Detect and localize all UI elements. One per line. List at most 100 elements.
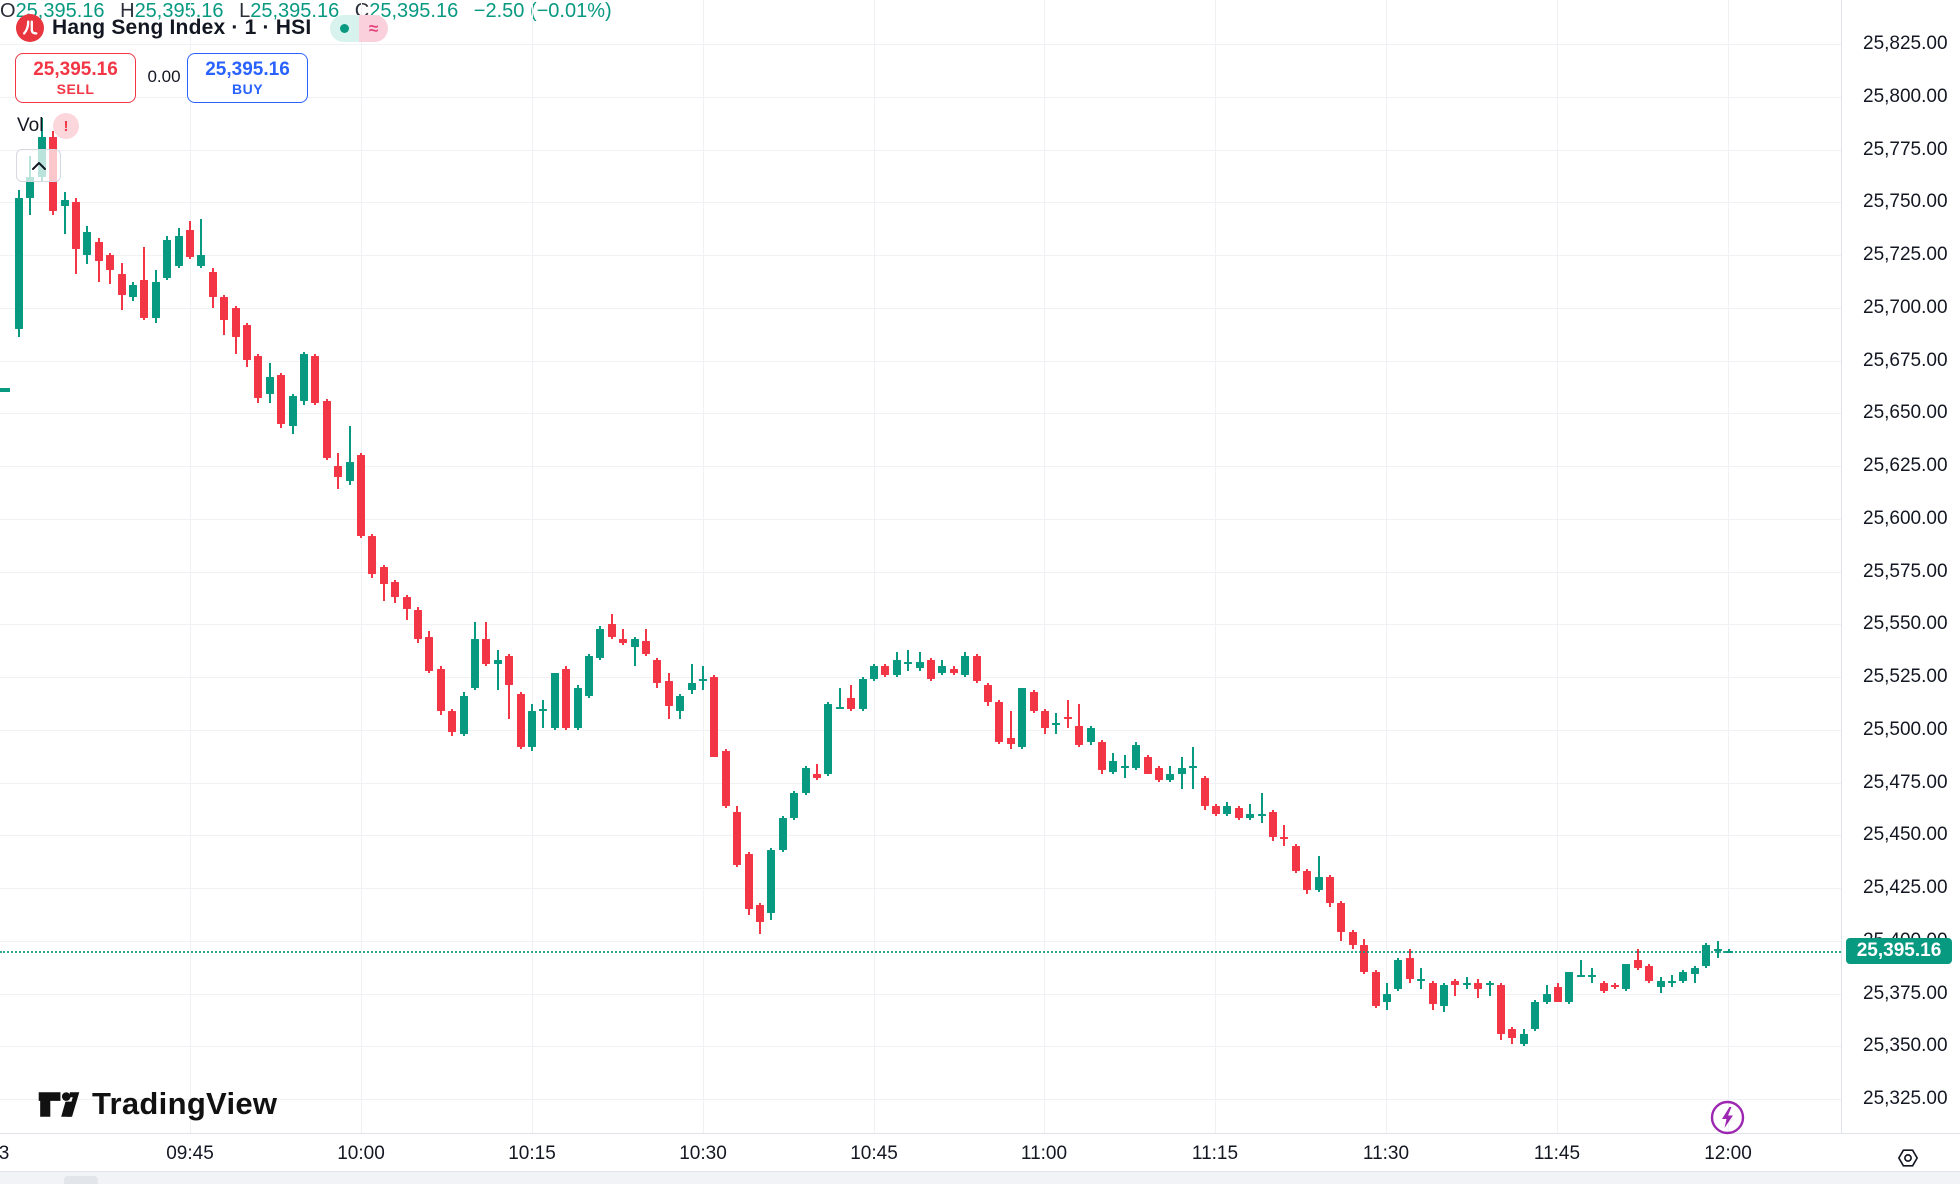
candle bbox=[1006, 738, 1015, 745]
spread-value: 0.00 bbox=[147, 67, 181, 86]
candle bbox=[938, 666, 947, 673]
buy-button[interactable]: 25,395.16 BUY bbox=[187, 53, 308, 103]
candle bbox=[1611, 985, 1619, 988]
candle bbox=[1223, 805, 1232, 815]
candle bbox=[208, 271, 217, 298]
volume-warning-icon[interactable]: ! bbox=[53, 113, 79, 139]
price-axis-label: 25,800.00 bbox=[1863, 85, 1948, 107]
candle bbox=[1713, 949, 1722, 952]
candle bbox=[26, 176, 35, 198]
candle-wick bbox=[816, 763, 818, 781]
candle bbox=[117, 274, 126, 296]
symbol-logo-icon[interactable] bbox=[16, 14, 44, 42]
buy-price: 25,395.16 bbox=[205, 59, 290, 81]
candle bbox=[516, 693, 525, 747]
candle-wick bbox=[907, 649, 910, 671]
candle bbox=[414, 609, 422, 639]
candle-wick bbox=[1693, 966, 1696, 983]
time-gridline bbox=[1044, 0, 1045, 1133]
candle bbox=[265, 377, 274, 395]
collapse-pane-button[interactable] bbox=[16, 149, 61, 182]
candle bbox=[300, 354, 308, 401]
candle bbox=[1485, 982, 1494, 985]
time-axis-label: 12:00 bbox=[1704, 1143, 1752, 1164]
candle bbox=[813, 774, 821, 779]
price-axis-label: 25,700.00 bbox=[1863, 296, 1948, 318]
time-axis[interactable]: 3 09:45 10:00 10:15 10:30 10:45 11:00 11:15 11:3… bbox=[0, 1133, 1960, 1172]
candle bbox=[277, 375, 286, 424]
symbol-title[interactable]: Hang Seng Index · 1 · HSI bbox=[52, 16, 312, 39]
candle bbox=[436, 668, 445, 711]
candle bbox=[1155, 767, 1163, 781]
candle-wick bbox=[496, 649, 499, 690]
candle bbox=[1497, 985, 1505, 1034]
candle bbox=[801, 767, 810, 793]
candle bbox=[1314, 877, 1323, 891]
candle-wick bbox=[633, 636, 636, 667]
candle bbox=[1246, 814, 1255, 819]
time-gridline bbox=[703, 0, 704, 1133]
axis-settings-gear-button[interactable] bbox=[1895, 1145, 1921, 1171]
candle bbox=[1291, 845, 1300, 872]
price-gridline bbox=[0, 307, 1841, 309]
price-axis-label: 25,450.00 bbox=[1863, 824, 1948, 846]
current-price-badge: 25,395.16 bbox=[1846, 938, 1952, 964]
candle bbox=[528, 710, 536, 747]
candle bbox=[733, 812, 742, 865]
candle bbox=[630, 639, 639, 648]
approx-price-icon: ≈ bbox=[359, 15, 388, 42]
candle bbox=[1531, 1001, 1540, 1030]
time-gridline bbox=[361, 0, 362, 1133]
candle bbox=[357, 455, 365, 536]
candle bbox=[778, 818, 787, 850]
candle bbox=[1668, 980, 1676, 983]
candle bbox=[619, 639, 628, 644]
candle bbox=[94, 242, 103, 262]
hsi-logo-glyph bbox=[22, 20, 38, 35]
candle-wick bbox=[200, 219, 203, 268]
candle bbox=[1257, 814, 1266, 817]
candle bbox=[1588, 974, 1597, 977]
candle bbox=[151, 282, 160, 319]
price-gridline bbox=[0, 360, 1841, 362]
price-gridline bbox=[0, 993, 1841, 995]
chart-overlays bbox=[0, 388, 1841, 953]
candle bbox=[60, 200, 69, 207]
candle bbox=[1474, 982, 1483, 990]
candle bbox=[767, 850, 776, 914]
candle bbox=[687, 683, 696, 690]
candle-wick bbox=[1169, 765, 1172, 783]
sell-button[interactable]: 25,395.16 SELL bbox=[15, 53, 136, 103]
tradingview-watermark[interactable]: TradingView bbox=[38, 1086, 277, 1122]
instant-order-lightning-button[interactable] bbox=[1709, 1099, 1746, 1136]
candle bbox=[1234, 807, 1243, 819]
candle bbox=[1337, 902, 1346, 933]
price-gridline bbox=[0, 835, 1841, 837]
candle-wick bbox=[1283, 824, 1286, 846]
price-gridline bbox=[0, 202, 1841, 204]
candle bbox=[1041, 710, 1049, 728]
left-edge-partial-candle bbox=[0, 388, 10, 393]
chevron-up-icon bbox=[31, 161, 46, 170]
bottom-left-partial-button[interactable] bbox=[64, 1176, 98, 1184]
candle-wick bbox=[918, 651, 921, 671]
price-gridline bbox=[0, 518, 1841, 520]
candle bbox=[322, 400, 331, 458]
candle-wick bbox=[1078, 704, 1081, 747]
volume-indicator-label[interactable]: Vol bbox=[17, 115, 44, 136]
candle bbox=[231, 307, 240, 338]
market-status-pill[interactable]: ≈ bbox=[330, 15, 388, 42]
candle bbox=[1212, 805, 1220, 815]
candle bbox=[1656, 980, 1665, 988]
candle bbox=[664, 681, 673, 707]
price-gridline bbox=[0, 888, 1841, 889]
candle bbox=[402, 596, 411, 610]
candle bbox=[1565, 972, 1574, 1002]
candle bbox=[1576, 974, 1585, 977]
price-axis-label: 25,550.00 bbox=[1863, 613, 1948, 635]
close-value: 25,395.16 bbox=[369, 0, 459, 22]
candle bbox=[1143, 757, 1152, 775]
candle bbox=[1360, 945, 1369, 973]
open-label: O bbox=[0, 0, 16, 22]
price-gridline bbox=[0, 413, 1841, 415]
